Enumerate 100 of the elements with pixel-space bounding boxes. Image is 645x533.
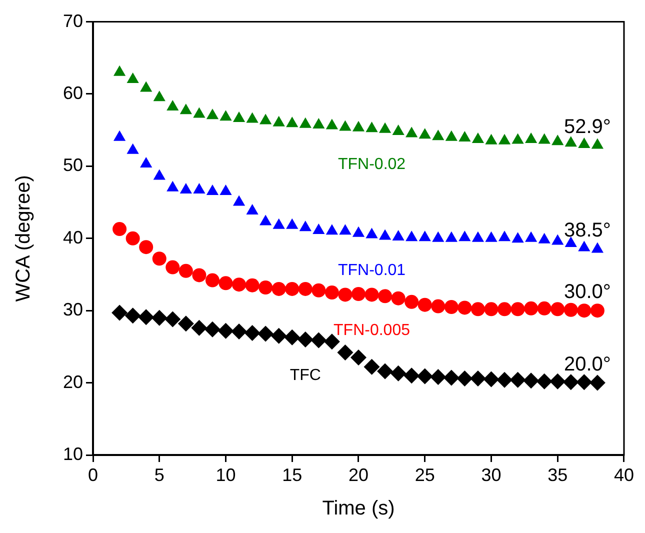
x-tick-label: 35 [548,464,568,485]
y-tick-label: 10 [62,444,83,464]
point [418,128,431,139]
point [378,229,392,240]
point [180,183,192,194]
point [564,136,577,147]
point [218,276,233,290]
point [245,278,260,292]
point [536,373,552,390]
point [285,282,300,296]
point [126,143,139,154]
point [458,230,471,242]
point [297,331,314,348]
y-tick-label: 60 [62,82,83,103]
point [390,365,406,382]
point [193,107,206,118]
point [525,132,538,143]
point [126,72,139,84]
point [458,300,472,315]
point [432,130,444,140]
point [324,334,340,350]
point [552,134,564,146]
point [153,169,166,180]
point [272,282,286,296]
point [378,122,392,133]
point [113,130,126,141]
point [485,231,498,242]
point [246,204,258,214]
point [192,268,206,282]
point [166,260,180,274]
point [166,100,179,110]
point [126,231,140,246]
point [246,112,258,123]
point [591,242,604,253]
point [232,195,246,206]
point [512,133,524,144]
point [366,228,378,238]
point [339,120,352,131]
point [578,240,590,252]
point [220,184,232,195]
point [286,218,298,229]
point [591,138,604,149]
point [498,230,511,242]
point [445,231,458,242]
point [458,131,471,142]
point [140,157,152,168]
point [178,264,193,278]
point [483,371,500,388]
point [299,220,312,232]
point [260,114,272,124]
point [391,291,406,306]
point [312,223,325,234]
point [366,122,378,132]
point [444,300,458,314]
point [231,324,248,340]
point [244,324,260,341]
point [406,230,418,242]
point [260,214,272,226]
x-tick-label: 15 [282,464,302,485]
point [496,372,513,388]
y-tick-label: 40 [62,227,83,248]
point [312,118,325,129]
point [470,302,485,316]
point [324,286,339,300]
point [112,304,128,321]
annotation: 30.0° [564,281,611,304]
point [284,329,300,346]
x-tick-label: 30 [481,464,502,485]
point [537,301,552,316]
point [272,218,285,229]
series-label: TFN-0.005 [334,322,410,340]
point [140,81,152,92]
point [406,126,418,138]
point [204,321,220,338]
point [552,234,564,245]
x-tick-label: 0 [88,464,98,485]
point [205,273,220,288]
point [151,310,168,326]
point [124,308,141,324]
point [416,368,433,384]
point [456,370,473,386]
point [432,231,444,242]
point [510,372,526,388]
point [418,230,431,242]
point [206,108,219,120]
point [206,184,219,195]
point [352,120,365,132]
x-tick-label: 5 [154,464,164,485]
point [112,222,127,236]
point [286,116,298,128]
x-tick-label: 40 [614,464,634,485]
point [152,252,166,266]
point [272,116,285,126]
point [564,302,578,317]
point [472,132,484,143]
point [564,236,577,247]
point [445,130,458,141]
point [484,302,498,316]
point [326,224,338,235]
point [510,302,525,316]
